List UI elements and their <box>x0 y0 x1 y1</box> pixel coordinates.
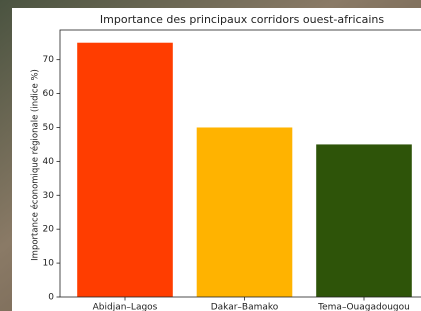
y-tick-label: 0 <box>48 293 54 303</box>
y-tick-label: 70 <box>43 55 55 65</box>
chart: Importance des principaux corridors oues… <box>0 0 421 311</box>
bar <box>316 144 412 297</box>
x-tick-label: Dakar–Bamako <box>211 303 279 311</box>
bar <box>77 43 173 297</box>
y-tick-label: 40 <box>43 157 55 167</box>
y-tick-label: 50 <box>43 123 55 133</box>
x-tick-label: Abidjan–Lagos <box>93 303 158 311</box>
y-tick-label: 60 <box>43 89 55 99</box>
y-axis-label: Importance économique régionale (indice … <box>30 69 41 261</box>
y-tick-label: 30 <box>43 191 55 201</box>
y-tick-label: 10 <box>43 259 55 269</box>
page: Importance des principaux corridors oues… <box>0 0 421 311</box>
x-tick-label: Tema–Ouagadougou <box>317 303 410 311</box>
bar <box>197 127 293 297</box>
y-tick-label: 20 <box>43 225 55 235</box>
chart-title: Importance des principaux corridors oues… <box>100 13 384 26</box>
